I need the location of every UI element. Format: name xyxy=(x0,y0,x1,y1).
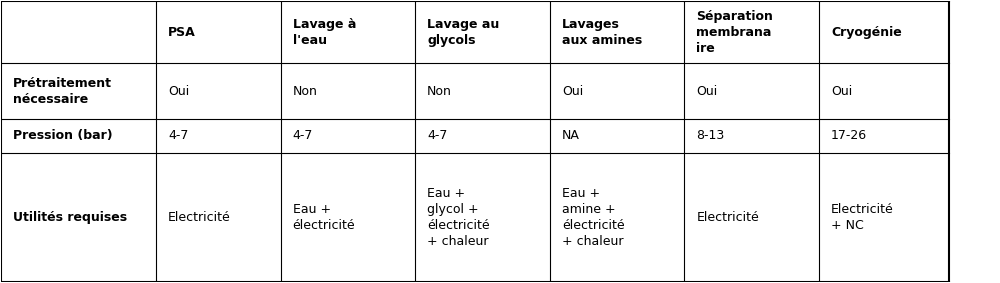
Bar xyxy=(1,119,156,153)
Text: 4-7: 4-7 xyxy=(293,129,313,142)
Bar xyxy=(550,119,684,153)
Text: Lavage au
glycols: Lavage au glycols xyxy=(427,18,499,47)
Bar xyxy=(1,1,156,63)
Bar xyxy=(550,1,684,63)
Bar xyxy=(415,153,550,282)
Bar xyxy=(281,1,415,63)
Bar xyxy=(550,153,684,282)
Bar xyxy=(684,119,819,153)
Bar xyxy=(156,153,281,282)
Bar xyxy=(550,63,684,119)
Bar xyxy=(819,63,949,119)
Bar xyxy=(684,1,819,63)
Text: Non: Non xyxy=(427,85,452,98)
Text: Eau +
électricité: Eau + électricité xyxy=(293,203,355,232)
Bar xyxy=(684,63,819,119)
Text: Electricité
+ NC: Electricité + NC xyxy=(831,203,894,232)
Bar xyxy=(1,153,156,282)
Bar xyxy=(1,63,156,119)
Text: Oui: Oui xyxy=(831,85,852,98)
Bar xyxy=(281,63,415,119)
Text: 4-7: 4-7 xyxy=(168,129,188,142)
Text: 8-13: 8-13 xyxy=(696,129,725,142)
Text: Lavages
aux amines: Lavages aux amines xyxy=(562,18,642,47)
Bar xyxy=(156,1,281,63)
Bar xyxy=(819,119,949,153)
Text: Eau +
amine +
électricité
+ chaleur: Eau + amine + électricité + chaleur xyxy=(562,187,624,248)
Text: Oui: Oui xyxy=(168,85,189,98)
Bar xyxy=(819,1,949,63)
Text: Prétraitement
nécessaire: Prétraitement nécessaire xyxy=(13,77,112,106)
Bar xyxy=(415,63,550,119)
Text: Lavage à
l'eau: Lavage à l'eau xyxy=(293,18,356,47)
Bar xyxy=(156,63,281,119)
Text: Non: Non xyxy=(293,85,317,98)
Text: Electricité: Electricité xyxy=(696,211,759,224)
Bar xyxy=(684,153,819,282)
Text: 17-26: 17-26 xyxy=(831,129,867,142)
Bar xyxy=(819,153,949,282)
Bar xyxy=(281,119,415,153)
Text: Utilités requises: Utilités requises xyxy=(13,211,127,224)
Text: 4-7: 4-7 xyxy=(427,129,448,142)
Bar xyxy=(415,119,550,153)
Text: Pression (bar): Pression (bar) xyxy=(13,129,113,142)
Bar xyxy=(281,153,415,282)
Text: Eau +
glycol +
électricité
+ chaleur: Eau + glycol + électricité + chaleur xyxy=(427,187,490,248)
Text: NA: NA xyxy=(562,129,580,142)
Bar xyxy=(415,1,550,63)
Text: Oui: Oui xyxy=(562,85,583,98)
Text: Séparation
membrana
ire: Séparation membrana ire xyxy=(696,10,773,55)
Text: Electricité: Electricité xyxy=(168,211,231,224)
Bar xyxy=(156,119,281,153)
Text: PSA: PSA xyxy=(168,26,196,39)
Text: Cryogénie: Cryogénie xyxy=(831,26,902,39)
Text: Oui: Oui xyxy=(696,85,718,98)
